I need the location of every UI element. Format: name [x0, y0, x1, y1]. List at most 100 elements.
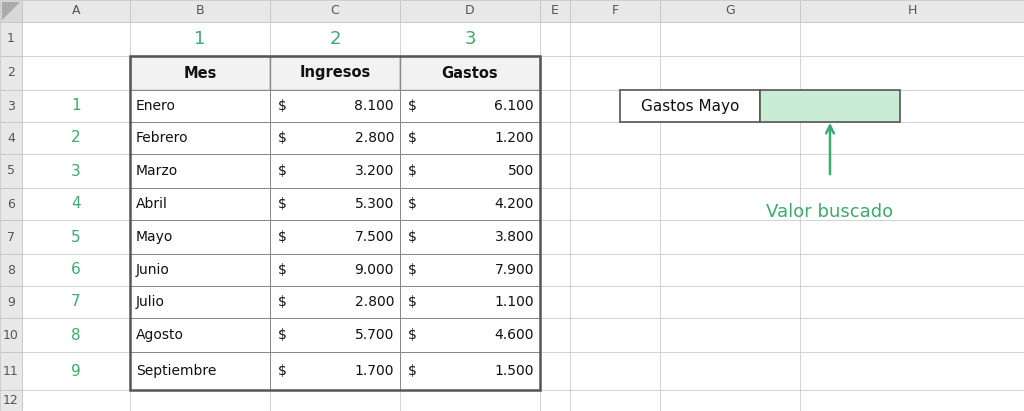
Bar	[400, 56, 540, 90]
Text: 2: 2	[7, 67, 15, 79]
Text: Agosto: Agosto	[136, 328, 184, 342]
Bar	[400, 90, 540, 122]
Bar	[800, 220, 1024, 254]
Bar	[540, 90, 570, 122]
Text: 8: 8	[7, 263, 15, 277]
Text: C: C	[331, 5, 339, 18]
Text: 4.200: 4.200	[495, 197, 534, 211]
Text: $: $	[408, 230, 417, 244]
Text: $: $	[408, 131, 417, 145]
Text: $: $	[278, 197, 287, 211]
Bar	[570, 352, 660, 390]
Bar	[540, 318, 570, 352]
Bar	[540, 390, 570, 411]
Bar	[130, 0, 270, 22]
Bar	[270, 188, 400, 220]
Text: 1: 1	[195, 30, 206, 48]
Text: 3: 3	[7, 99, 15, 113]
Bar	[400, 352, 540, 390]
Text: Junio: Junio	[136, 263, 170, 277]
Text: 4: 4	[7, 132, 15, 145]
Text: 6: 6	[71, 263, 81, 277]
Bar	[270, 318, 400, 352]
Bar	[540, 154, 570, 188]
Text: H: H	[907, 5, 916, 18]
Bar	[22, 188, 130, 220]
Bar	[270, 154, 400, 188]
Bar	[400, 188, 540, 220]
Text: $: $	[408, 328, 417, 342]
Bar	[22, 352, 130, 390]
Bar	[130, 122, 270, 154]
Text: G: G	[725, 5, 735, 18]
Bar	[130, 188, 270, 220]
Text: 6: 6	[7, 198, 15, 210]
Bar	[130, 220, 270, 254]
Bar	[270, 154, 400, 188]
Bar	[270, 90, 400, 122]
Bar	[400, 390, 540, 411]
Text: $: $	[408, 197, 417, 211]
Text: Ingresos: Ingresos	[299, 65, 371, 81]
Bar	[800, 56, 1024, 90]
Bar	[540, 220, 570, 254]
Bar	[0, 318, 22, 352]
Text: Febrero: Febrero	[136, 131, 188, 145]
Text: 8: 8	[72, 328, 81, 342]
Bar	[270, 254, 400, 286]
Bar	[130, 22, 270, 56]
Bar	[400, 154, 540, 188]
Bar	[130, 318, 270, 352]
Bar	[0, 22, 22, 56]
Text: 7.500: 7.500	[354, 230, 394, 244]
Bar	[400, 220, 540, 254]
Bar	[0, 154, 22, 188]
Bar	[400, 220, 540, 254]
Bar	[130, 318, 270, 352]
Text: 5.700: 5.700	[354, 328, 394, 342]
Bar	[270, 56, 400, 90]
Text: Mayo: Mayo	[136, 230, 173, 244]
Bar	[540, 188, 570, 220]
Bar	[400, 22, 540, 56]
Bar	[660, 122, 800, 154]
Text: $: $	[408, 295, 417, 309]
Bar	[130, 154, 270, 188]
Bar	[22, 22, 130, 56]
Bar	[130, 122, 270, 154]
Bar	[660, 188, 800, 220]
Text: 2.800: 2.800	[354, 295, 394, 309]
Bar	[400, 254, 540, 286]
Bar	[660, 254, 800, 286]
Bar	[800, 318, 1024, 352]
Text: 11: 11	[3, 365, 18, 377]
Bar	[130, 352, 270, 390]
Bar	[270, 122, 400, 154]
Bar	[570, 0, 660, 22]
Text: 4.600: 4.600	[495, 328, 534, 342]
Text: Mes: Mes	[183, 65, 217, 81]
Bar	[800, 390, 1024, 411]
Bar	[22, 286, 130, 318]
Bar	[400, 188, 540, 220]
Text: Marzo: Marzo	[136, 164, 178, 178]
Bar	[0, 352, 22, 390]
Text: 1: 1	[7, 32, 15, 46]
Bar	[660, 390, 800, 411]
Bar	[270, 254, 400, 286]
Bar	[0, 122, 22, 154]
Text: $: $	[278, 328, 287, 342]
Bar	[22, 0, 130, 22]
Text: 3: 3	[71, 164, 81, 178]
Bar	[660, 286, 800, 318]
Bar	[22, 122, 130, 154]
Bar	[570, 22, 660, 56]
Bar	[400, 122, 540, 154]
Bar	[800, 122, 1024, 154]
Bar	[130, 56, 270, 90]
Bar	[22, 390, 130, 411]
Bar	[400, 318, 540, 352]
Text: 4: 4	[72, 196, 81, 212]
Text: 1.700: 1.700	[354, 364, 394, 378]
Bar	[620, 90, 760, 122]
